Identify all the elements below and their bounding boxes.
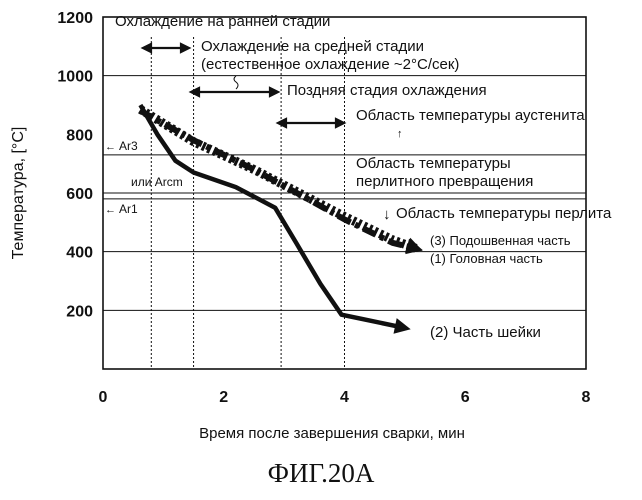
y-tick-label: 1200 [57,10,93,27]
x-tick-label: 6 [461,389,470,406]
x-tick-label: 8 [582,389,591,406]
arrow-left-icon: ← [105,141,116,153]
late-stage-span-arrow [275,117,347,129]
pearlite-transform-label-2: перлитного превращения [356,173,533,190]
late-cooling-label: Поздняя стадия охлаждения [287,82,487,99]
middle-cooling-rate-label: (естественное охлаждение ~2°C/сек) [201,56,459,73]
series-line [138,108,418,252]
arrow-up-icon: ↑ [397,128,403,140]
x-tick-label: 4 [340,389,349,406]
series-label-sole: (3) Подошвенная часть [430,233,571,248]
series-line [138,103,406,331]
y-tick-label: 600 [66,186,93,203]
early-cooling-label: Охлаждение на ранней стадии [115,13,330,30]
stage-arrows [140,42,347,129]
series-label-head: (1) Головная часть [430,251,543,266]
ar3-label: Ar3 [119,139,138,153]
pearlite-transform-label: Область температуры [356,155,511,172]
middle-stage-span-arrow [188,86,281,98]
y-tick-label: 200 [66,303,93,320]
series [138,103,423,334]
middle-cooling-label: Охлаждение на средней стадии [201,38,424,55]
arrow-down-icon: ↓ [383,206,391,223]
series-arrowhead [393,318,411,334]
series-label-neck: (2) Часть шейки [430,324,541,341]
y-tick-label: 400 [66,245,93,262]
x-axis-label: Время после завершения сварки, мин [199,425,465,442]
arrow-left-icon: ← [105,204,116,216]
tick-labels: 0 2 4 6 8 200 400 600 800 1000 1200 [57,10,590,406]
austenite-region-label: Область температуры аустенита [356,107,585,124]
series-arrowhead [405,238,423,255]
arcm-label: или Arcm [131,175,183,189]
x-tick-label: 0 [99,389,108,406]
pearlite-region-label: Область температуры перлита [396,205,612,222]
leader-line [233,75,239,90]
y-tick-label: 1000 [57,69,93,86]
ar1-label: Ar1 [119,202,138,216]
early-stage-span-arrow [140,42,192,54]
y-tick-label: 800 [66,127,93,144]
ar3-marker: ← Ar3 [105,139,138,153]
ar1-marker: ← Ar1 [105,202,138,216]
figure-caption: ФИГ.20А [267,458,375,488]
x-tick-label: 2 [219,389,228,406]
y-axis-label: Температура, [°C] [10,127,27,260]
